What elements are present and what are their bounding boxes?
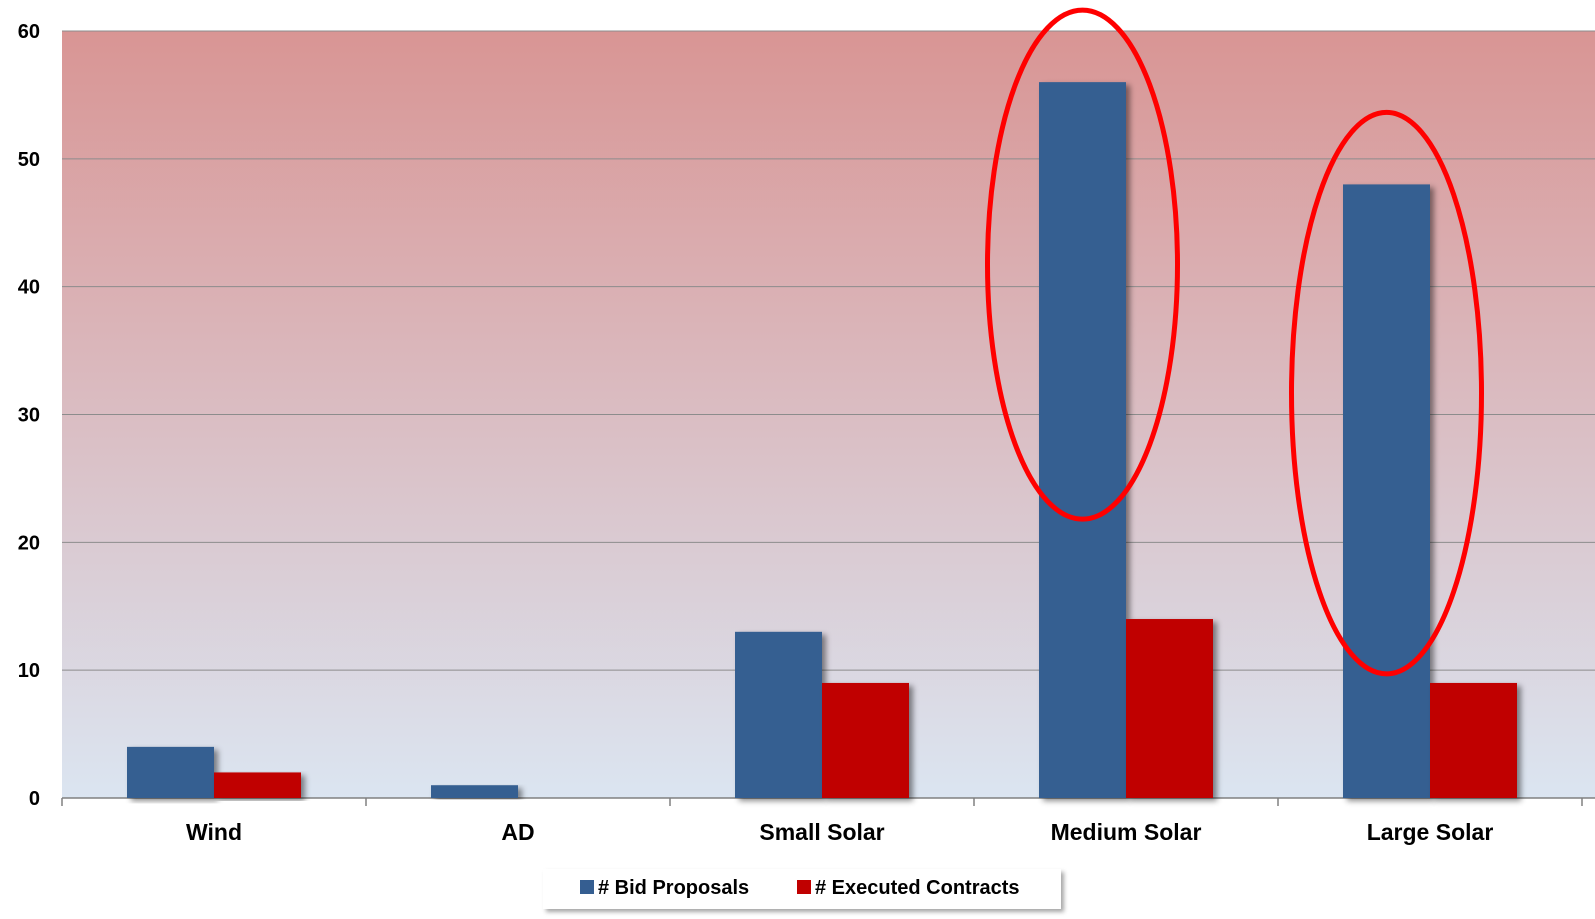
bar-bid-proposals xyxy=(127,746,214,798)
highlight-ellipse xyxy=(985,7,1180,522)
bar-executed-contracts xyxy=(214,772,301,798)
x-category-label: Large Solar xyxy=(1367,819,1494,845)
legend-label-bid-proposals: # Bid Proposals xyxy=(598,877,749,899)
x-category-label: Wind xyxy=(186,819,242,845)
x-category-label: Medium Solar xyxy=(1051,819,1202,845)
y-tick-label: 10 xyxy=(18,660,40,682)
legend-swatch-bid-proposals xyxy=(580,880,594,894)
legend-label-executed-contracts: # Executed Contracts xyxy=(815,877,1020,899)
highlight-ellipses xyxy=(985,7,1484,677)
legend: # Bid Proposals # Executed Contracts xyxy=(543,869,1061,909)
x-category-label: AD xyxy=(501,819,534,845)
y-tick-label: 0 xyxy=(29,788,40,810)
gridlines xyxy=(62,30,1595,671)
y-tick-label: 50 xyxy=(18,149,40,171)
x-category-label: Small Solar xyxy=(759,819,884,845)
y-tick-label: 20 xyxy=(18,532,40,554)
y-tick-label: 30 xyxy=(18,405,40,427)
bar-executed-contracts xyxy=(1430,682,1517,798)
bar-executed-contracts xyxy=(1126,619,1213,798)
x-axis xyxy=(61,797,1595,806)
y-tick-label: 40 xyxy=(18,277,40,299)
bar-bid-proposals xyxy=(1343,184,1430,798)
x-axis-category-labels: Wind AD Small Solar Medium Solar Large Solar xyxy=(186,819,1493,845)
bar-executed-contracts xyxy=(822,682,909,798)
bar-bid-proposals xyxy=(735,631,822,798)
legend-swatch-executed-contracts xyxy=(797,880,811,894)
bars xyxy=(127,82,1517,799)
bar-bid-proposals xyxy=(431,785,518,798)
y-tick-label: 60 xyxy=(18,21,40,43)
bar-bid-proposals xyxy=(1039,82,1126,799)
y-axis-tick-labels: 0 10 20 30 40 50 60 xyxy=(18,21,40,810)
highlight-ellipse xyxy=(1289,109,1484,677)
